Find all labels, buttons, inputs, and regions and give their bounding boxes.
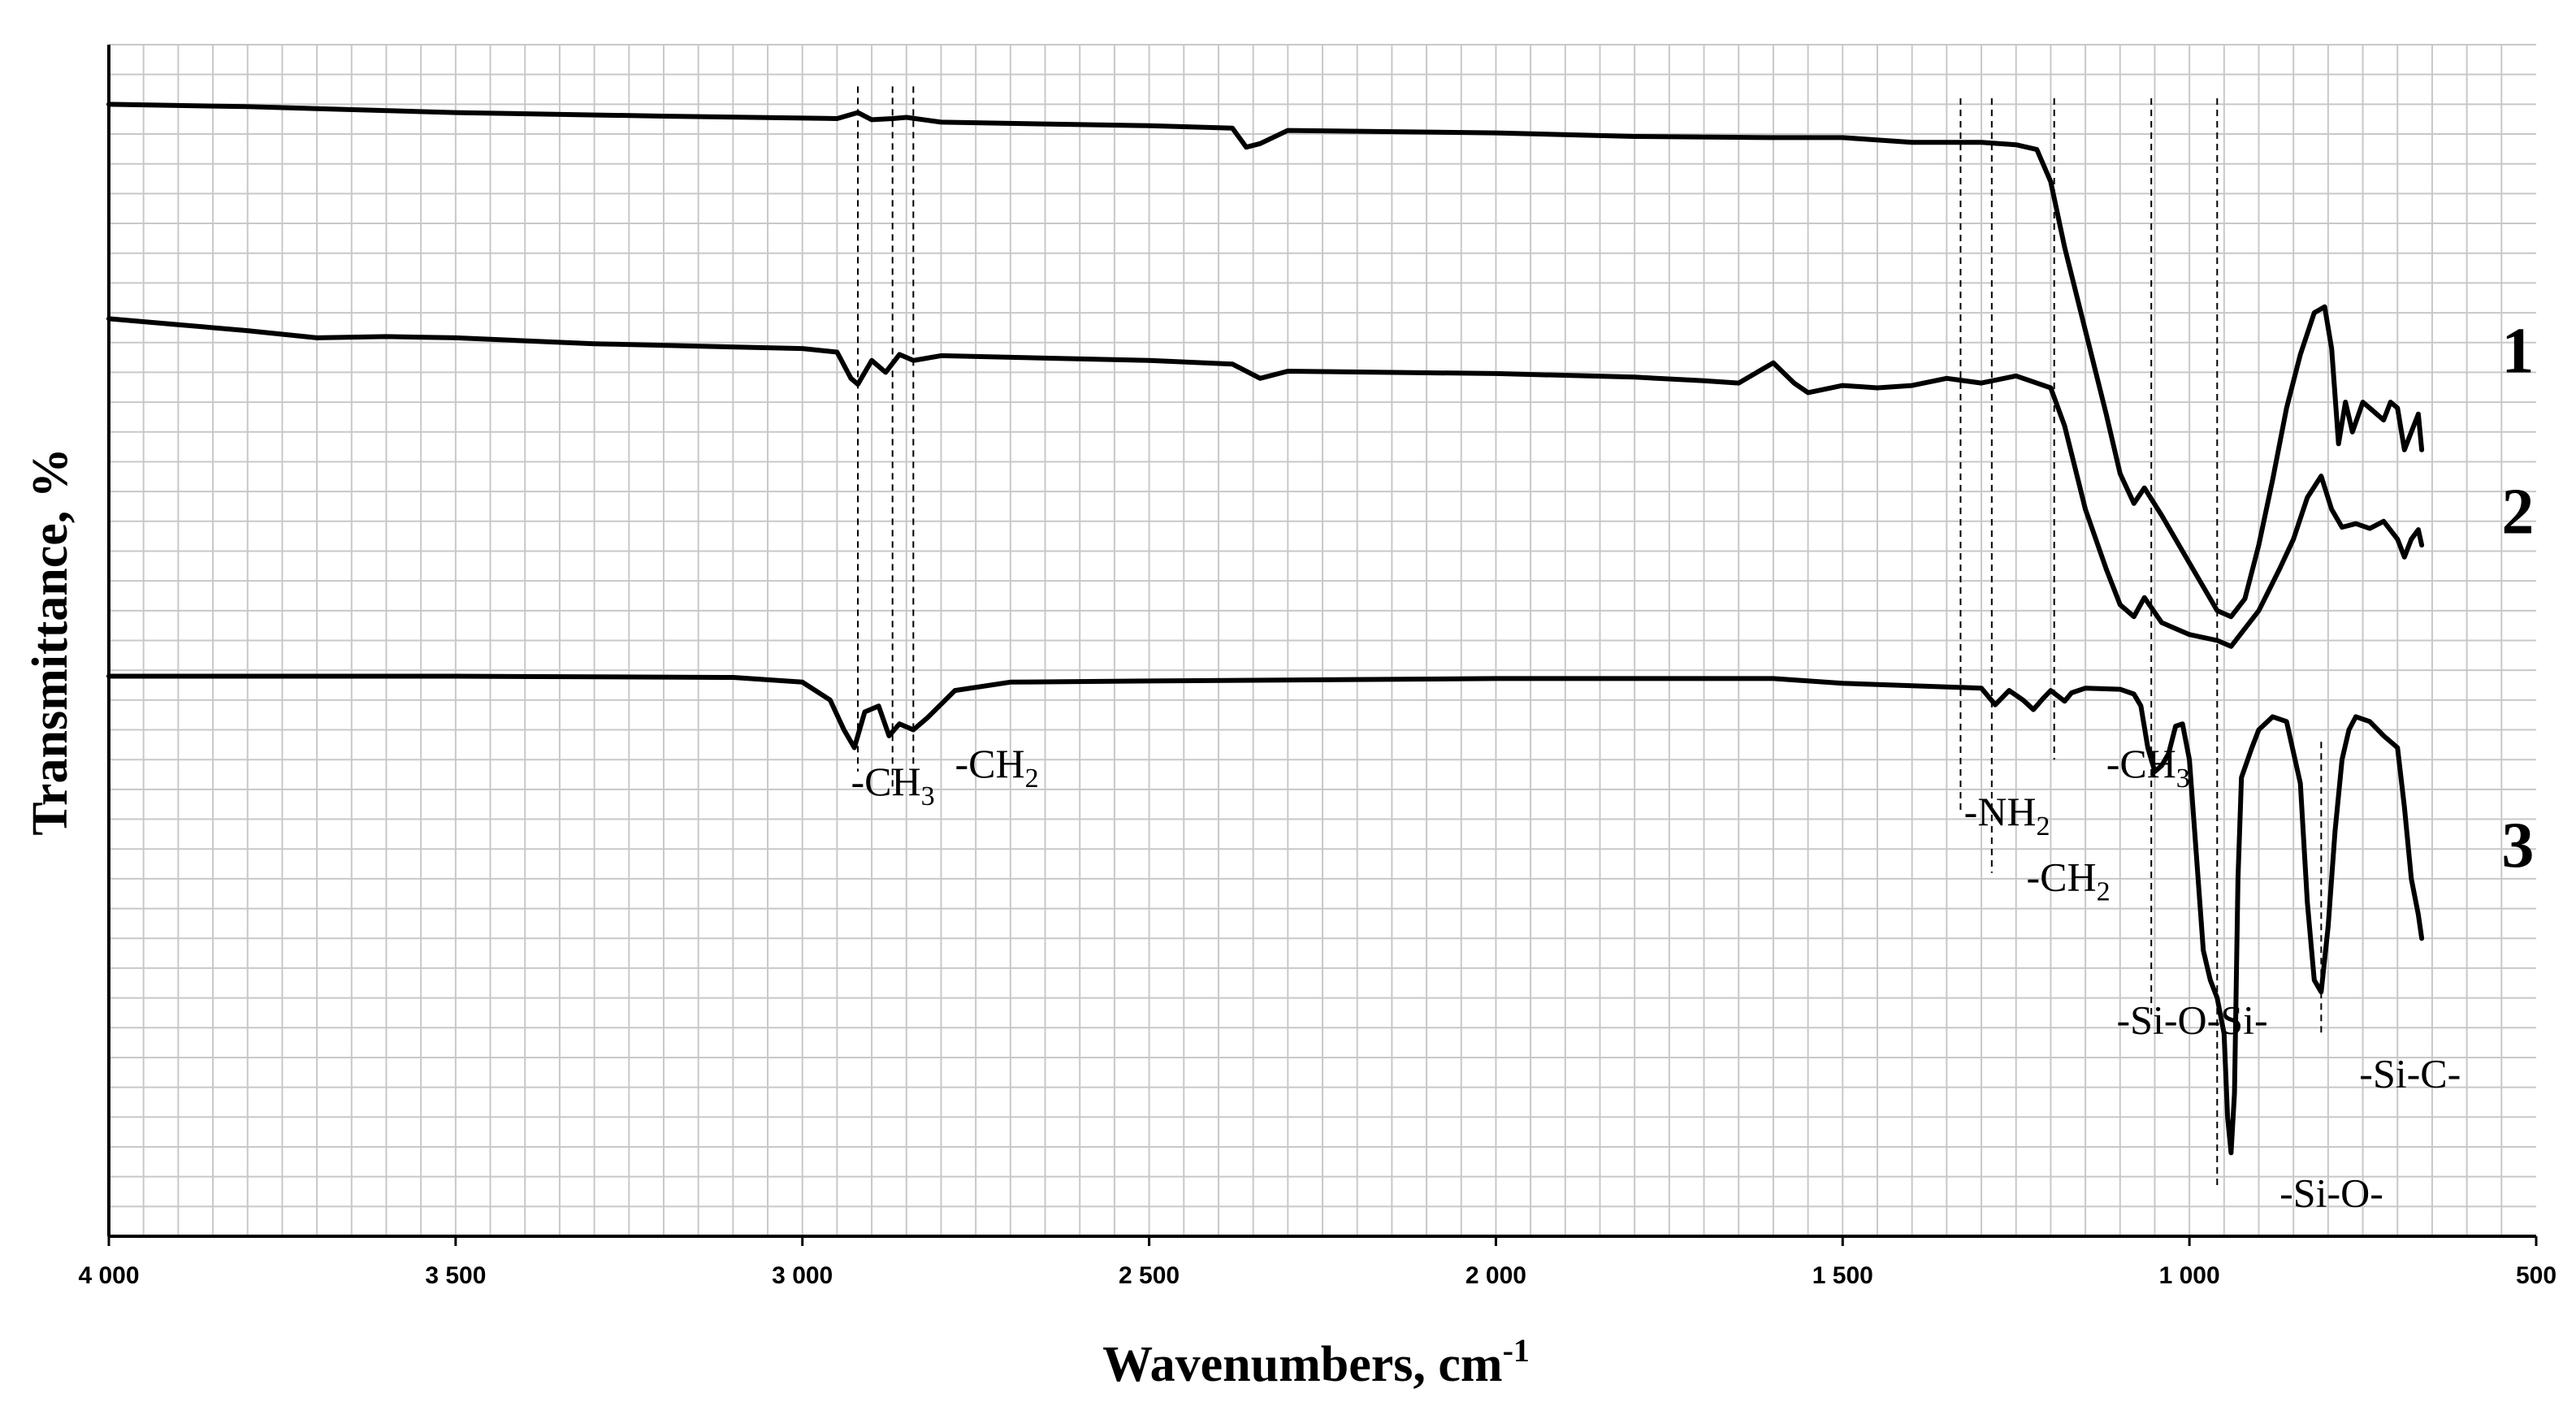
y-axis-title: Transmittance, % <box>23 448 78 836</box>
peak-annotation: -Si-O-Si- <box>2117 997 2268 1043</box>
grid <box>109 44 2536 1236</box>
axes <box>107 45 2536 1238</box>
x-tick-label: 1 500 <box>1812 1262 1873 1289</box>
x-axis-title: Wavenumbers, cm-1 <box>1102 1332 1530 1392</box>
series-label-1: 1 <box>2501 315 2534 387</box>
series-2-line <box>106 316 2425 649</box>
series-1-line <box>106 102 2425 620</box>
peak-annotation: -NH2 <box>1964 789 2050 841</box>
x-tick-label: 4 000 <box>78 1262 139 1289</box>
x-tick-label: 1 000 <box>2159 1262 2220 1289</box>
x-tick-label: 3 500 <box>425 1262 486 1289</box>
annotations: -CH3 -CH2 -NH2 -CH2 -CH3 -Si-O-Si- -Si-C- -Si-O… <box>851 741 2461 1215</box>
series-label-3: 3 <box>2501 810 2534 881</box>
marker-lines <box>857 86 2323 1189</box>
x-tick-label: 3 000 <box>772 1262 833 1289</box>
x-axis-title-text: Wavenumbers, cm <box>1102 1337 1503 1392</box>
x-ticks: 4 000 3 500 3 000 2 500 2 000 1 500 1 000 500 <box>78 1236 2557 1289</box>
x-tick-label: 2 000 <box>1466 1262 1526 1289</box>
peak-annotation: -CH3 <box>851 759 934 811</box>
peak-annotation: -CH2 <box>955 741 1039 794</box>
series-labels: 1 2 3 <box>2501 315 2534 881</box>
x-axis-title-superscript: -1 <box>1503 1332 1530 1369</box>
peak-annotation: -Si-C- <box>2359 1051 2461 1097</box>
x-tick-label: 2 500 <box>1119 1262 1180 1289</box>
peak-annotation: -CH2 <box>2027 854 2111 907</box>
x-tick-label: 500 <box>2516 1262 2557 1289</box>
series-3-line <box>106 673 2425 1156</box>
series-label-2: 2 <box>2501 476 2534 547</box>
peak-annotation: -Si-O- <box>2279 1170 2383 1215</box>
series-group <box>106 102 2425 1156</box>
peak-annotation: -CH3 <box>2106 741 2190 794</box>
